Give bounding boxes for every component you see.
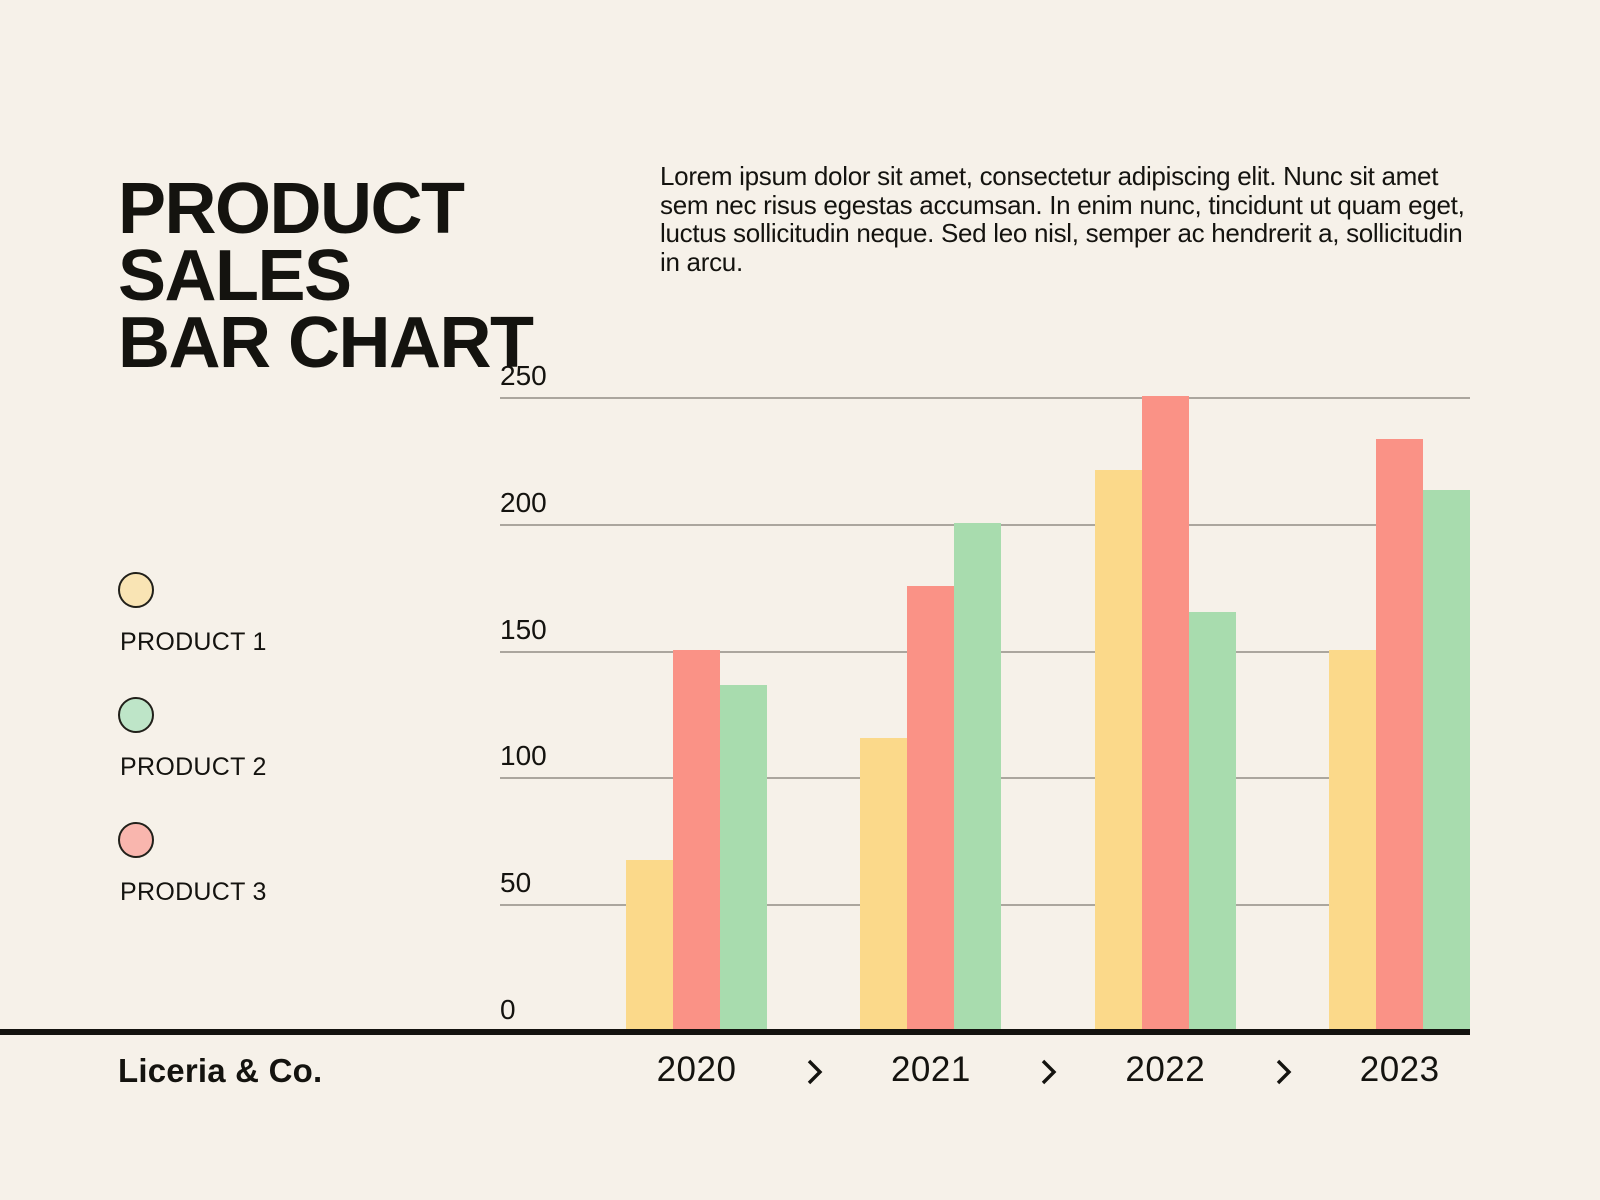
legend-item-2: PRODUCT 2: [118, 697, 418, 781]
category-label-2022: 2022: [1125, 1050, 1206, 1089]
title-line-2: SALES: [118, 236, 352, 317]
legend-item-label: PRODUCT 1: [120, 628, 267, 656]
bar-product-1-2022: [1094, 469, 1142, 1030]
bar-product-3-2023: [1376, 439, 1424, 1030]
bar-product-2-2021: [954, 522, 1002, 1030]
x-axis-line: [0, 1029, 1470, 1035]
legend-item-label: PRODUCT 3: [120, 878, 267, 906]
bar-product-2-2022: [1188, 611, 1236, 1030]
legend-swatch-circle-icon: [118, 697, 154, 733]
title-line-3: BAR CHART: [118, 303, 534, 384]
bar-product-1-2020: [626, 860, 673, 1030]
legend-item-3: PRODUCT 3: [118, 822, 418, 906]
description-text: Lorem ipsum dolor sit amet, consectetur …: [660, 161, 1465, 277]
y-tick-label-100: 100: [500, 740, 547, 772]
chevron-right-icon: [806, 1058, 823, 1091]
category-label-2020: 2020: [656, 1050, 737, 1089]
bar-product-2-2023: [1423, 489, 1471, 1030]
page-title: PRODUCT SALES BAR CHART: [118, 169, 534, 384]
legend-item-label: PRODUCT 2: [120, 753, 267, 781]
y-tick-label-250: 250: [500, 360, 547, 391]
y-tick-label-150: 150: [500, 613, 547, 645]
chevron-right-icon: [1275, 1058, 1292, 1091]
y-tick-label-200: 200: [500, 486, 547, 518]
y-tick-label-50: 50: [500, 867, 532, 899]
bar-product-1-2021: [860, 738, 908, 1030]
gridline-250: [500, 397, 1470, 399]
title-line-1: PRODUCT: [118, 169, 465, 250]
legend-swatch-circle-icon: [118, 572, 154, 608]
brand-name: Liceria & Co.: [118, 1052, 323, 1089]
bar-product-3-2020: [673, 649, 720, 1030]
category-label-2021: 2021: [890, 1050, 971, 1089]
legend-swatch-circle-icon: [118, 822, 154, 858]
bar-product-2-2020: [720, 685, 767, 1030]
category-label-2023: 2023: [1359, 1050, 1440, 1089]
chevron-right-icon: [1040, 1058, 1057, 1091]
bar-product-3-2021: [907, 586, 955, 1030]
bar-product-1-2023: [1329, 649, 1377, 1030]
y-tick-label-0: 0: [500, 994, 516, 1025]
bar-product-3-2022: [1141, 396, 1189, 1030]
legend-item-1: PRODUCT 1: [118, 572, 418, 656]
